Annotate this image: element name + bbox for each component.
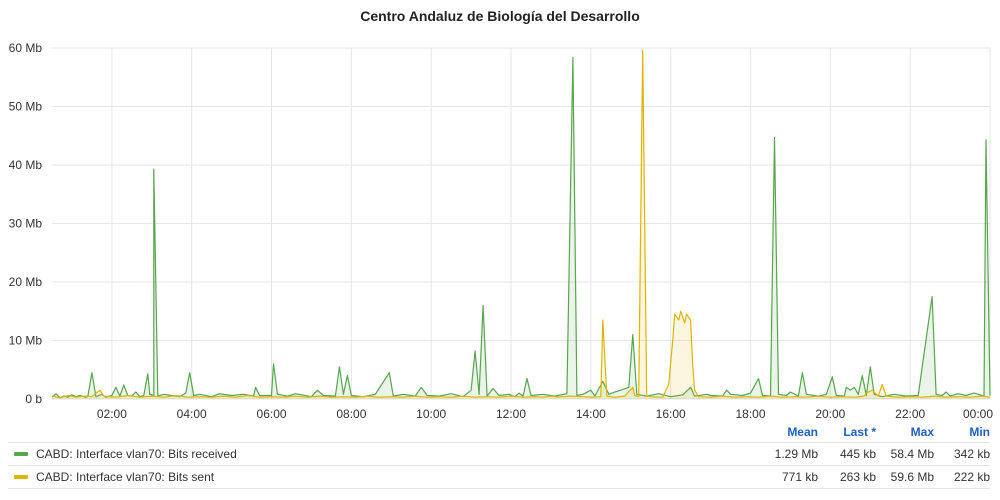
x-tick-label: 06:00 (257, 407, 287, 420)
y-tick-label: 10 Mb (9, 334, 43, 348)
x-tick-label: 16:00 (656, 407, 686, 420)
chart-title: Centro Andaluz de Biología del Desarroll… (360, 8, 640, 24)
legend-header: Mean Last * Max Min (8, 422, 990, 442)
x-tick-label: 22:00 (895, 407, 925, 420)
series-area-0 (52, 57, 990, 400)
series-line-1 (51, 49, 991, 399)
series-line-0 (51, 56, 991, 399)
x-tick-label: 14:00 (576, 407, 606, 420)
legend-swatch-received[interactable] (14, 452, 28, 456)
x-tick-label: 18:00 (735, 407, 765, 420)
legend-mean-received: 1.29 Mb (774, 447, 818, 461)
legend-row-received[interactable]: CABD: Interface vlan70: Bits received 1.… (8, 442, 990, 465)
y-tick-label: 30 Mb (9, 217, 43, 231)
x-tick-label: 00:00 (963, 407, 993, 420)
legend-last-received: 445 kb (839, 447, 876, 461)
x-tick-label: 08:00 (336, 407, 366, 420)
legend-mean-sent: 771 kb (781, 470, 818, 484)
legend-max-received: 58.4 Mb (890, 447, 934, 461)
grid (52, 47, 991, 400)
legend-last-sent: 263 kb (839, 470, 876, 484)
legend-header-mean[interactable]: Mean (787, 425, 818, 439)
legend-series-received[interactable]: CABD: Interface vlan70: Bits received (36, 447, 237, 461)
legend-min-received: 342 kb (953, 447, 990, 461)
legend-max-sent: 59.6 Mb (890, 470, 934, 484)
series-area-1 (52, 50, 990, 400)
legend-table: Mean Last * Max Min CABD: Interface vlan… (8, 422, 990, 489)
y-axis-ticks: 0 b 10 Mb 20 Mb 30 Mb 40 Mb 50 Mb 60 Mb (9, 41, 43, 406)
x-tick-label: 04:00 (177, 407, 207, 420)
x-tick-label: 02:00 (97, 407, 127, 420)
y-tick-label: 60 Mb (9, 41, 43, 55)
x-tick-label: 12:00 (496, 407, 526, 420)
y-tick-label: 50 Mb (9, 100, 43, 114)
y-tick-label: 40 Mb (9, 158, 43, 172)
legend-swatch-sent[interactable] (14, 475, 28, 479)
series-layer (51, 49, 991, 400)
legend-header-max[interactable]: Max (910, 425, 934, 439)
legend-series-sent[interactable]: CABD: Interface vlan70: Bits sent (36, 470, 215, 484)
x-tick-label: 10:00 (416, 407, 446, 420)
x-tick-label: 20:00 (815, 407, 845, 420)
legend-header-min[interactable]: Min (969, 425, 990, 439)
y-tick-label: 0 b (25, 392, 42, 406)
y-tick-label: 20 Mb (9, 275, 43, 289)
legend-row-sent[interactable]: CABD: Interface vlan70: Bits sent 771 kb… (8, 465, 990, 489)
x-axis-ticks: 02:00 04:00 06:00 08:00 10:00 12:00 14:00 16:00… (97, 407, 993, 420)
legend-min-sent: 222 kb (953, 470, 990, 484)
legend-header-last[interactable]: Last * (843, 425, 876, 439)
